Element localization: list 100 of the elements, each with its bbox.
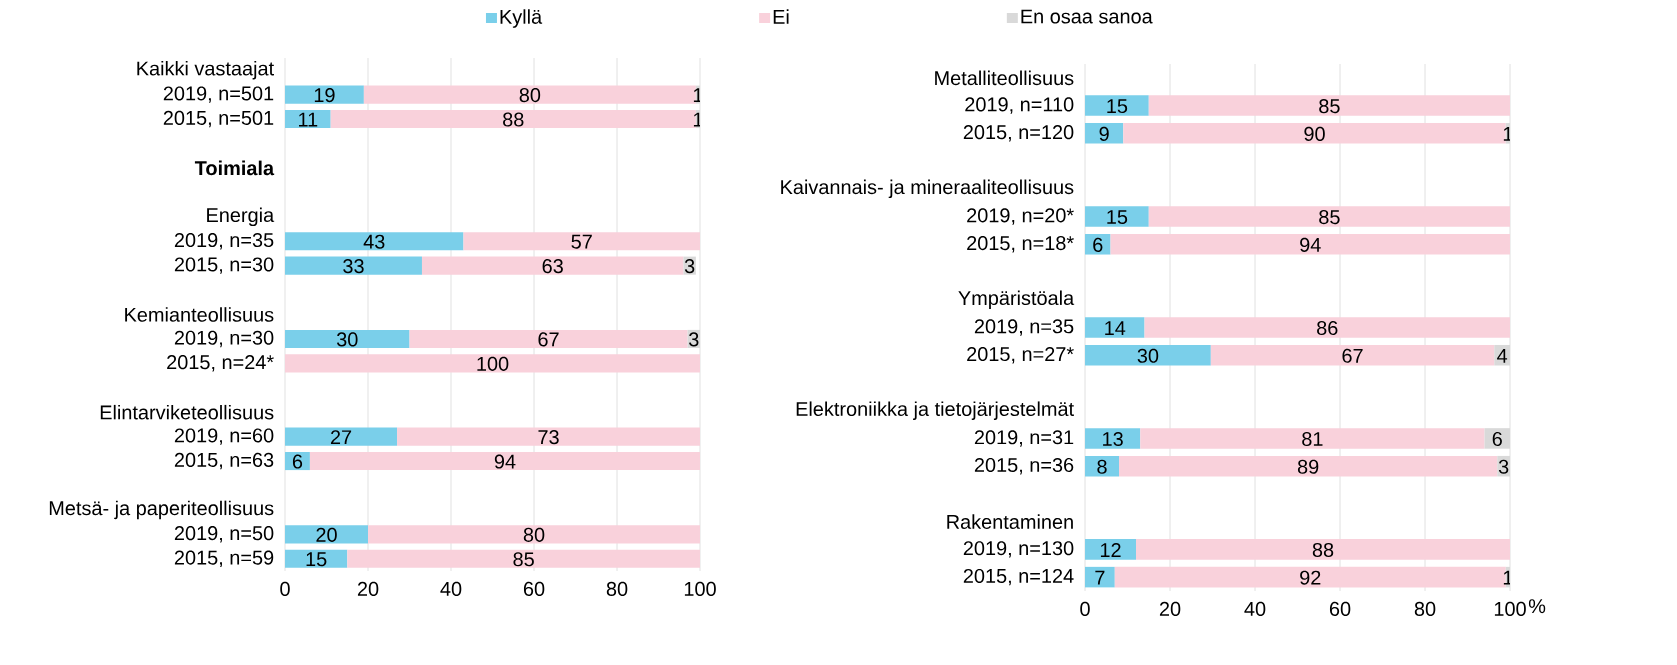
data-label: 3 [1498,459,1509,474]
bar [463,232,701,251]
y-tick-label: 2019, n=50 [174,526,274,543]
x-tick-label: 60 [523,581,545,596]
y-tick-label: 2015, n=120 [963,125,1074,142]
y-tick-label: 2019, n=35 [174,232,274,250]
bar [347,549,701,568]
bar [285,256,422,275]
bar [285,329,410,348]
bar [1085,539,1137,560]
bar [285,549,348,568]
x-tick-label: 80 [606,581,628,596]
bar [397,427,701,446]
x-tick-label: 60 [1329,601,1351,616]
data-label: 11 [299,112,318,127]
data-label: 6 [292,454,303,469]
x-tick-label: 40 [1244,601,1266,616]
x-tick-label: 20 [1159,601,1181,616]
y-tick-label: 2015, n=18* [967,236,1074,253]
y-tick-label: 2015, n=36 [974,457,1074,475]
bar [1085,206,1149,227]
bar [330,110,696,129]
legend-label: En osaa sanoa [1021,9,1153,24]
bar [1123,123,1506,144]
bar [1085,344,1211,366]
data-label: 7 [1095,570,1105,585]
bar [409,329,688,348]
x-tick-label: 20 [357,581,379,596]
y-tick-label: 2019, n=35 [974,319,1074,336]
bar [1085,428,1141,449]
y-tick-label: 2019, n=31 [974,430,1074,447]
data-label: 94 [1300,237,1321,252]
x-tick-label: 100 [1494,601,1526,616]
bar [1085,95,1149,116]
bar [1085,317,1145,338]
y-tick-label: 2019, n=60 [174,428,274,445]
x-tick-label: 0 [1080,601,1090,616]
bar [1119,455,1498,477]
data-label: 15 [1107,99,1128,114]
data-label: 43 [363,234,385,249]
data-label: 3 [684,259,695,274]
data-label: 67 [1342,348,1363,363]
y-tick-label: 2019, n=20* [967,208,1074,225]
y-tick-label: 2015, n=59 [174,550,274,568]
data-label: 12 [1100,542,1121,557]
data-label: 8 [1097,459,1107,474]
data-label: 85 [1319,99,1340,114]
data-label: 81 [1302,431,1323,447]
y-tick-label: 2015, n=124 [963,568,1074,586]
bar [285,110,331,129]
y-tick-label: 2015, n=30 [174,257,274,274]
y-tick-label: 2019, n=501 [163,86,274,103]
y-tick-label: 2019, n=30 [174,330,274,348]
data-label: 15 [1107,210,1128,225]
bar [285,85,364,104]
bar [363,85,696,104]
data-label: 92 [1300,570,1321,585]
y-tick-label: Elintarviketeollisuus [100,404,274,420]
data-label: 30 [1137,348,1159,363]
x-tick-label: 0 [280,581,290,596]
y-tick-label: Kemianteollisuus [125,307,274,322]
data-label: 13 [1103,431,1123,447]
x-axis-title: % [1528,599,1546,614]
data-label: 19 [314,88,335,103]
data-label: 27 [330,430,352,445]
y-tick-label: 2019, n=130 [963,541,1074,558]
data-label: 6 [1093,237,1103,252]
bar [1140,428,1485,449]
data-label: 100 [477,356,509,371]
y-tick-label: Ympäristöala [958,290,1075,310]
data-label: 88 [1312,542,1334,557]
bar [285,354,701,373]
data-label: 67 [538,332,559,347]
bar [285,232,464,251]
y-tick-label: 2015, n=501 [163,110,274,128]
bar [368,525,701,544]
data-label: 63 [542,259,563,274]
data-label: 9 [1099,126,1109,141]
y-tick-label: Metsä- ja paperiteollisuus [49,500,274,520]
bar [1144,317,1511,338]
data-label: 94 [494,454,516,469]
data-label: 33 [343,259,364,274]
legend-label: Ei [773,9,789,24]
y-tick-label: Kaikki vastaajat [137,60,274,80]
y-tick-label: 2015, n=63 [174,452,274,470]
bar [1148,206,1511,227]
y-tick-label: Toimiala [194,160,275,176]
y-tick-label: 2019, n=110 [965,97,1074,114]
data-label: 15 [306,552,327,567]
data-label: 4 [1497,348,1508,363]
y-tick-label: Energia [207,207,275,227]
data-label: 6 [1492,431,1502,447]
bar [285,525,369,544]
y-tick-label: 2015, n=24* [167,355,274,372]
data-label: 88 [503,112,524,127]
data-label: 86 [1317,321,1338,336]
bar [285,427,398,446]
bar [1085,234,1111,255]
bar [1136,539,1511,560]
bar [1085,566,1115,588]
